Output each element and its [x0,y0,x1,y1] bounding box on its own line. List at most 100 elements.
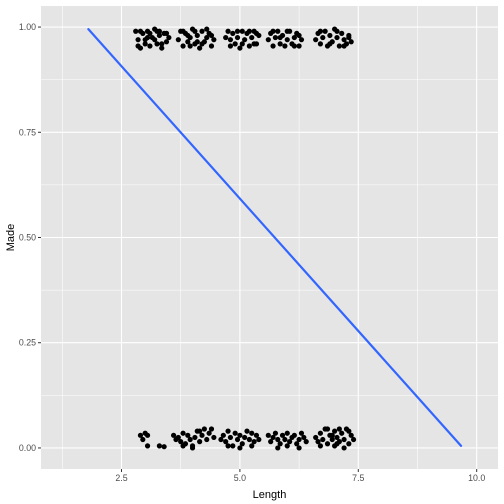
data-point [175,434,181,441]
data-point [187,43,193,49]
data-point [154,28,160,34]
data-point [251,41,257,47]
data-point [163,39,170,45]
data-point [334,28,340,34]
data-point [303,439,309,445]
data-point [301,434,307,441]
data-point [242,37,248,43]
data-point [298,37,305,43]
grid-major [41,6,498,469]
data-point [204,436,210,443]
data-point [159,45,165,51]
y-axis: 0.00 0.25 0.50 0.75 1.00 [19,22,41,453]
data-point [336,426,342,432]
data-point [152,37,158,43]
data-point [315,439,321,445]
data-points [133,26,357,451]
data-point [180,28,186,34]
data-point [194,32,200,39]
data-point [291,43,297,49]
data-point [279,432,286,438]
y-tick-label: 0.25 [19,338,36,348]
data-point [313,434,319,441]
data-point [317,443,324,449]
data-point [246,28,252,34]
data-point [140,436,146,443]
data-point [346,441,352,447]
data-point [275,445,281,451]
data-point [350,436,357,443]
data-point [237,445,243,451]
data-point [253,30,260,36]
data-point [291,432,297,438]
data-point [218,436,224,443]
data-point [320,34,326,41]
data-point [137,432,144,438]
data-point [194,39,200,45]
data-point [329,432,335,438]
data-point [341,37,347,43]
data-point [135,37,141,43]
x-axis-title: Length [253,489,287,501]
data-point [327,32,333,39]
data-point [197,439,203,445]
data-point [180,443,186,449]
data-point [339,430,345,436]
data-point [147,30,153,36]
data-point [324,426,331,432]
data-point [163,30,170,36]
data-point [234,436,241,443]
data-point [237,432,243,438]
data-point [270,434,276,441]
data-point [137,28,144,34]
data-point [144,443,151,449]
data-point [154,41,160,47]
data-point [334,34,340,41]
data-point [334,434,340,441]
data-point [223,439,229,445]
x-tick-label: 7.5 [352,473,364,483]
data-point [227,37,234,43]
data-point [244,428,250,434]
data-point [197,428,203,434]
data-point [208,426,215,432]
data-point [208,43,215,49]
data-point [189,445,196,451]
data-point [225,428,231,434]
data-point [265,37,271,43]
data-point [232,430,238,436]
data-point [227,434,234,441]
data-point [204,26,210,32]
data-point [272,430,279,436]
x-tick-label: 10.0 [468,473,485,483]
data-point [270,28,276,34]
x-axis: 2.5 5.0 7.5 10.0 [115,469,485,483]
data-point [294,441,300,447]
y-tick-label: 1.00 [19,22,36,32]
data-point [239,441,245,447]
data-point [242,434,248,441]
data-point [275,28,281,34]
data-point [208,32,215,39]
data-point [313,37,319,43]
data-point [239,28,245,34]
data-point [178,439,184,445]
data-point [192,28,198,34]
data-point [348,432,354,438]
data-point [277,34,283,41]
data-point [249,443,255,449]
data-point [320,436,326,443]
data-point [332,428,338,434]
data-point [270,43,276,49]
y-axis-title: Made [5,224,17,252]
data-point [199,41,205,47]
data-point [187,436,193,443]
data-point [232,41,238,47]
data-point [339,30,345,36]
data-point [317,28,324,34]
data-point [272,34,279,41]
data-point [246,436,252,443]
data-point [317,430,324,436]
data-point [284,443,290,449]
